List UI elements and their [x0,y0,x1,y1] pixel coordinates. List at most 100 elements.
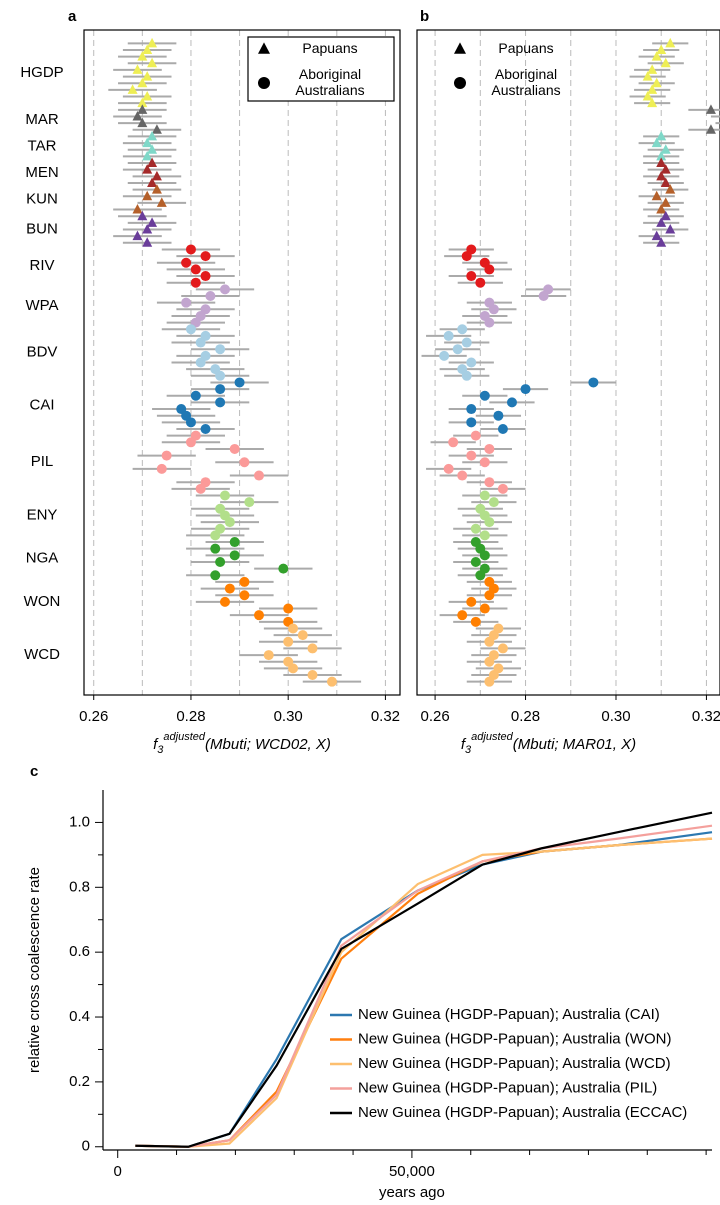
data-point [479,490,490,501]
data-point [642,91,653,101]
data-point [457,470,468,481]
data-point [132,64,143,74]
legend-label: New Guinea (HGDP-Papuan); Australia (CAI… [358,1006,660,1023]
legend-label: New Guinea (HGDP-Papuan); Australia (ECC… [358,1104,687,1121]
legend-label: Papuans [302,40,358,56]
group-label: TAR [28,137,57,154]
data-point [457,324,468,335]
data-point [665,184,676,194]
group-label: NGA [26,550,59,567]
data-point [190,264,201,275]
data-point [205,291,216,302]
series-line [135,811,713,1148]
data-point [484,676,495,687]
data-point [705,104,716,114]
data-point [219,596,230,607]
x-tick-label: 0.26 [420,708,449,725]
data-point [210,530,221,541]
data-point [151,170,162,181]
data-point [466,271,477,282]
legend-label: Aboriginal Australians [491,66,561,98]
data-point [479,550,490,561]
data-point [147,57,158,68]
data-point [660,144,671,154]
data-point [466,357,477,368]
data-point [142,44,153,54]
data-point [493,410,504,421]
data-point [147,130,158,141]
data-point [656,44,667,54]
data-point [443,330,454,341]
data-point [229,550,240,561]
data-point [147,177,158,187]
x-label-rest: (Mbuti; WCD02, X) [205,736,331,753]
x-tick-label: 50,000 [389,1163,435,1180]
y-tick-label: 0 [82,1138,90,1155]
data-point [538,291,549,302]
data-point [448,437,459,448]
data-point [254,610,265,621]
data-point [484,477,495,488]
data-point [137,104,148,114]
panel-label: c [30,763,38,780]
group-label: WPA [25,297,58,314]
data-point [651,190,662,201]
data-point [660,177,671,187]
data-point [484,264,495,275]
legend-label-box: Papuans [498,40,553,56]
data-point [475,570,486,581]
data-point [484,317,495,328]
data-point [147,144,158,154]
data-point [210,543,221,554]
x-label-base: f [153,736,159,753]
data-point [215,556,226,567]
group-label: ENY [27,506,58,523]
data-point [588,377,599,388]
group-label: BUN [26,220,58,237]
y-tick-label: 1.0 [69,813,90,830]
data-point [470,556,481,567]
data-point [651,77,662,88]
data-point [647,97,658,108]
data-point [200,271,211,282]
x-label-rest: (Mbuti; MAR01, X) [513,736,636,753]
data-point [254,470,265,481]
data-point [475,277,486,288]
data-point [142,164,153,174]
group-label: KUN [26,191,58,208]
legend-label: New Guinea (HGDP-Papuan); Australia (WON… [358,1030,671,1047]
data-point [660,210,671,221]
legend-label-box: Aboriginal Australians [491,66,561,98]
data-point [656,170,667,181]
data-point [195,357,206,368]
data-point [497,423,508,434]
data-point [142,137,153,148]
x-tick-label: 0.28 [511,708,540,725]
data-point [651,230,662,241]
legend-marker [454,77,466,89]
data-point [656,217,667,227]
group-label: MAR [25,111,59,128]
data-point [142,224,153,234]
data-point [229,443,240,454]
panel-label: a [68,8,77,25]
data-point [137,77,148,88]
legend-marker [258,77,270,89]
data-point [484,590,495,601]
data-point [239,457,250,468]
data-point [326,676,337,687]
x-tick-label: 0.32 [692,708,720,725]
data-point [307,670,318,681]
data-point [263,650,274,661]
data-point [278,563,289,574]
data-point [151,184,162,194]
group-label: BDV [27,343,58,360]
data-point [488,497,499,508]
plot-frame [83,29,401,696]
data-point [200,423,211,434]
data-point [142,150,153,161]
data-point [439,350,450,361]
data-point [656,150,667,161]
data-point [156,463,167,474]
